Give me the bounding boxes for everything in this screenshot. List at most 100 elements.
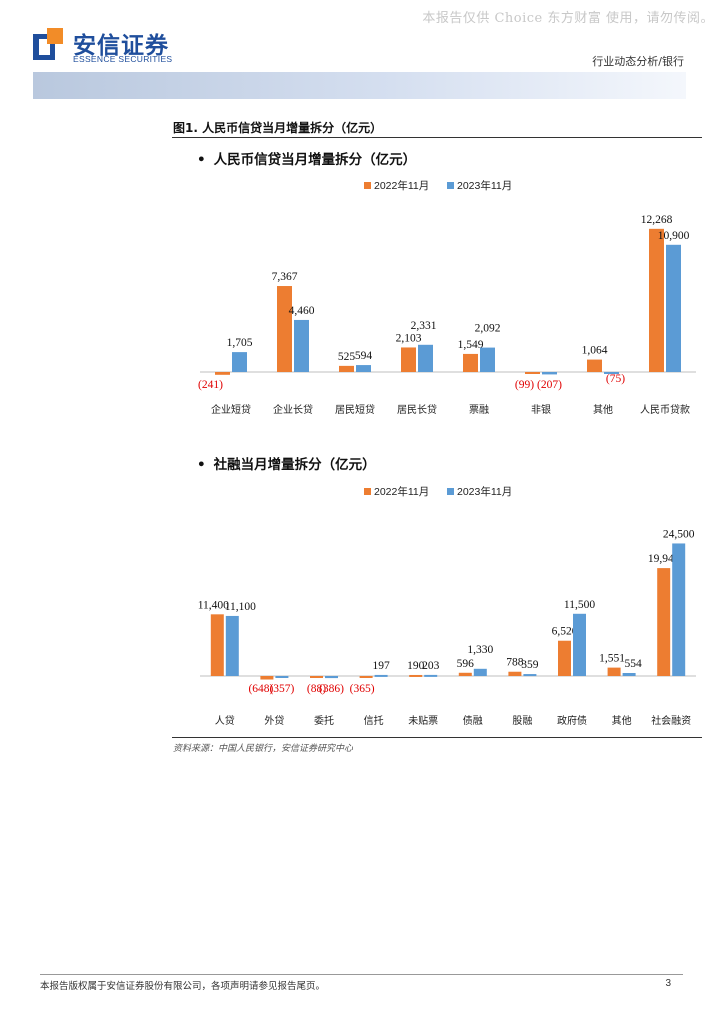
category-label-7: 人民币贷款: [640, 403, 690, 416]
bullet-icon: •: [197, 152, 206, 168]
category-label-4: 票融: [469, 404, 489, 416]
bar-1-2: [325, 676, 338, 679]
data-label-0-0: 11,400: [198, 599, 229, 611]
chart1-title-text: 人民币信贷当月增量拆分（亿元）: [213, 152, 417, 168]
legend-swatch-0: [364, 182, 371, 189]
data-label-0-5: 596: [457, 658, 475, 670]
category-label-2: 委托: [314, 714, 334, 727]
data-label-0-3: (365): [350, 683, 375, 695]
legend-label-1: 2023年11月: [457, 485, 512, 498]
bar-1-9: [672, 543, 686, 676]
data-label-1-0: 1,705: [227, 337, 253, 349]
bar-0-2: [339, 365, 354, 372]
category-label-6: 其他: [593, 403, 613, 416]
data-label-0-1: 7,367: [272, 271, 298, 283]
data-label-1-3: 2,331: [411, 320, 437, 332]
data-label-1-4: 203: [422, 660, 440, 672]
category-label-7: 政府债: [557, 714, 587, 727]
data-label-1-3: 197: [372, 660, 390, 672]
data-label-1-2: 594: [355, 350, 373, 362]
bar-0-4: [409, 674, 423, 677]
category-label-9: 社会融资: [651, 714, 691, 727]
figure-title: 图1. 人民币信贷当月增量拆分（亿元）: [173, 121, 383, 135]
category-label-3: 信托: [364, 714, 384, 727]
bar-0-0: [210, 614, 224, 676]
category-label-0: 企业短贷: [211, 403, 251, 416]
data-label-0-4: 1,549: [458, 339, 484, 351]
bar-0-6: [508, 671, 522, 676]
category-label-4: 未贴票: [408, 714, 438, 727]
data-label-1-6: 359: [521, 659, 539, 671]
bar-1-2: [356, 365, 371, 372]
bar-1-3: [418, 344, 433, 372]
data-label-0-2: (88): [307, 683, 326, 695]
bar-1-0: [232, 352, 247, 372]
bar-0-0: [215, 372, 230, 375]
figure-bottom-rule: [172, 737, 702, 738]
logo-name-cn: 安信证券: [73, 33, 169, 59]
bar-0-4: [463, 353, 478, 372]
data-label-1-1: 4,460: [289, 305, 315, 317]
data-label-1-9: 24,500: [663, 528, 695, 540]
bar-0-5: [458, 672, 472, 676]
bar-1-8: [622, 673, 636, 676]
category-label-1: 外贷: [264, 714, 284, 727]
bar-1-3: [374, 674, 388, 677]
header-band: [33, 72, 686, 99]
bar-0-1: [277, 286, 292, 372]
chart2-title: • 社融当月增量拆分（亿元）: [197, 453, 376, 473]
bar-1-6: [523, 674, 537, 677]
legend-label-1: 2023年11月: [457, 179, 512, 192]
chart1-title: • 人民币信贷当月增量拆分（亿元）: [197, 148, 416, 168]
legend-swatch-1: [447, 182, 454, 189]
bar-1-1: [275, 676, 289, 678]
page-number: 3: [665, 978, 671, 989]
data-label-1-0: 11,100: [225, 601, 256, 613]
bar-0-8: [607, 667, 621, 676]
data-label-0-3: 2,103: [396, 332, 422, 344]
data-label-0-6: 1,064: [582, 345, 608, 357]
data-label-1-4: 2,092: [475, 323, 501, 335]
bullet-icon: •: [197, 457, 206, 473]
data-label-1-5: (207): [537, 379, 562, 391]
chart2-title-text: 社融当月增量拆分（亿元）: [213, 457, 376, 473]
bar-0-7: [649, 228, 664, 372]
category-label-2: 居民短贷: [335, 403, 375, 416]
category-label-3: 居民长贷: [397, 403, 437, 416]
data-label-1-7: 11,500: [564, 599, 595, 611]
category-label-5: 债融: [463, 714, 483, 727]
data-label-1-5: 1,330: [467, 644, 493, 656]
company-logo: 安信证券 ESSENCE SECURITIES: [33, 24, 183, 68]
data-label-0-9: 19,944: [648, 553, 680, 565]
bar-0-3: [359, 676, 373, 678]
bar-1-4: [424, 674, 438, 677]
category-label-5: 非银: [531, 403, 551, 416]
bar-1-4: [480, 347, 495, 372]
bar-0-7: [558, 640, 571, 676]
logo-name-en: ESSENCE SECURITIES: [73, 54, 173, 64]
figure-top-rule: [172, 137, 702, 138]
footer-disclaimer: 本报告版权属于安信证券股份有限公司，各项声明请参见报告尾页。: [40, 981, 326, 992]
category-label-6: 股融: [512, 715, 532, 727]
data-label-1-6: (75): [606, 373, 625, 385]
bar-1-7: [666, 244, 681, 372]
data-label-0-0: (241): [198, 379, 223, 391]
bar-0-1: [260, 676, 274, 680]
chart-credit-breakdown: 2022年11月 2023年11月 (241) 1,705 企业短贷 7,367 4,460…: [198, 179, 696, 416]
source-note: 资料来源：中国人民银行，安信证券研究中心: [173, 744, 354, 754]
bar-1-1: [294, 319, 309, 372]
bar-1-5: [473, 668, 487, 676]
bar-0-6: [587, 359, 602, 372]
data-label-1-7: 10,900: [658, 230, 690, 242]
bar-0-2: [310, 676, 323, 678]
bar-1-5: [542, 372, 557, 375]
report-type: 行业动态分析/银行: [592, 55, 684, 68]
logo-mark-icon: [33, 28, 63, 60]
legend-swatch-0: [364, 488, 371, 495]
bar-1-7: [573, 613, 586, 676]
data-label-0-8: 1,551: [599, 653, 625, 665]
data-label-1-8: 554: [624, 658, 642, 670]
category-label-1: 企业长贷: [273, 403, 313, 416]
data-label-1-2: (386): [319, 683, 344, 695]
